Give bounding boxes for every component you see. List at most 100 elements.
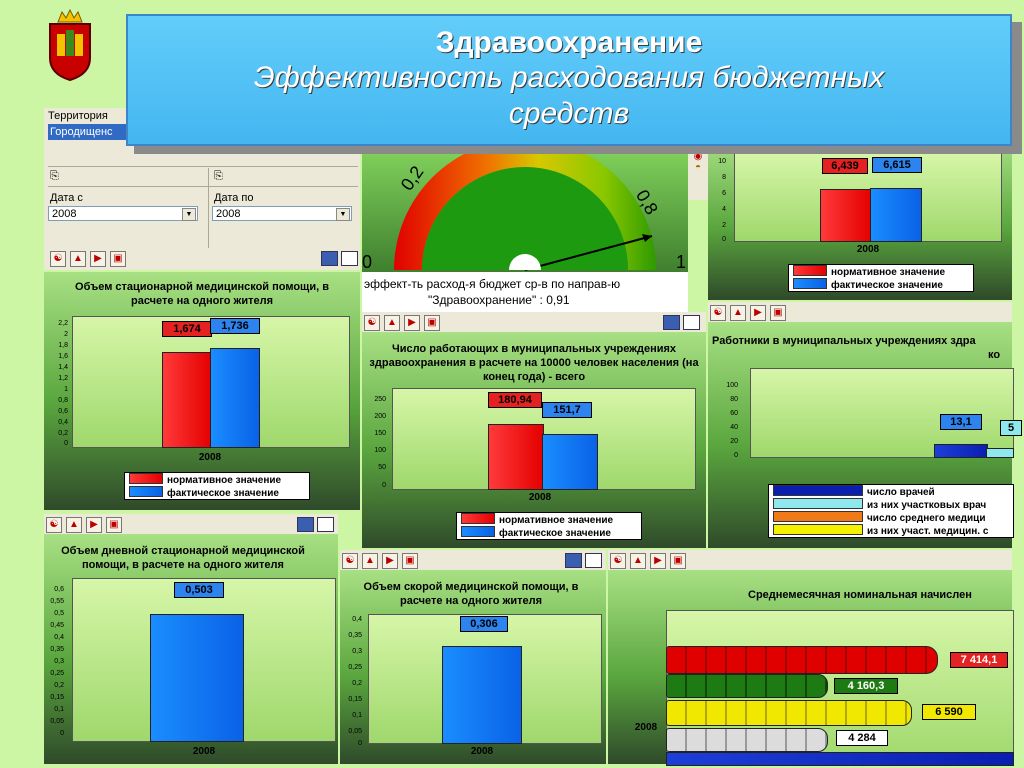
legend: нормативное значение фактическое значени… bbox=[124, 472, 310, 500]
value-label: 0,306 bbox=[460, 616, 508, 632]
salary-value-label: 6 590 bbox=[922, 704, 976, 720]
fact-value-label: 151,7 bbox=[542, 402, 592, 418]
chart-day-care: Объем дневной стационарной медицинской п… bbox=[44, 534, 338, 764]
y-tick: 0,4 bbox=[58, 419, 68, 426]
table-view-icon[interactable] bbox=[317, 517, 334, 532]
gear-icon[interactable]: ☯ bbox=[710, 305, 726, 321]
export-icon[interactable]: ▶ bbox=[650, 553, 666, 569]
filter-divider bbox=[48, 166, 358, 167]
date-from-label: Дата с bbox=[50, 192, 83, 204]
export-icon[interactable]: ▶ bbox=[90, 251, 106, 267]
gear-icon[interactable]: ☯ bbox=[610, 553, 626, 569]
y-tick: 8 bbox=[722, 174, 726, 181]
fact-bar bbox=[542, 434, 598, 490]
y-tick: 0,5 bbox=[54, 610, 64, 617]
x-label: 2008 bbox=[470, 746, 494, 757]
legend-swatch bbox=[129, 486, 163, 497]
gear-icon[interactable]: ☯ bbox=[46, 517, 62, 533]
y-label: 2008 bbox=[634, 722, 658, 733]
export-icon[interactable]: ▶ bbox=[382, 553, 398, 569]
salary-bar-blue bbox=[666, 752, 1014, 766]
gear-icon[interactable]: ☯ bbox=[342, 553, 358, 569]
y-tick: 2 bbox=[64, 331, 68, 338]
export-icon[interactable]: ▶ bbox=[86, 517, 102, 533]
legend-label: нормативное значение bbox=[167, 475, 282, 486]
value-bar bbox=[150, 614, 244, 742]
refresh-icon-2[interactable]: ⎘ bbox=[214, 170, 223, 182]
salary-value-label: 4 160,3 bbox=[834, 678, 898, 694]
date-to-select[interactable]: 2008 ▼ bbox=[212, 206, 352, 221]
chart-title: Число работающих в муниципальных учрежде… bbox=[369, 343, 699, 383]
chart-workers-count: Число работающих в муниципальных учрежде… bbox=[362, 332, 706, 548]
legend-item: из них участ. медицин. с bbox=[769, 524, 1013, 537]
legend-item-fact: фактическое значение bbox=[789, 278, 973, 291]
palette-icon[interactable]: ◓ bbox=[694, 162, 702, 173]
y-tick: 0,3 bbox=[352, 648, 362, 655]
legend-item-fact: фактическое значение bbox=[457, 526, 641, 539]
y-tick: 0,15 bbox=[348, 696, 362, 703]
date-from-select[interactable]: 2008 ▼ bbox=[48, 206, 198, 221]
chevron-down-icon[interactable]: ▼ bbox=[336, 208, 350, 221]
gauge-panel: 0 0,2 0,6 0,8 1 эффект-ть расход-я бюдже… bbox=[362, 140, 688, 312]
save-icon[interactable]: ▣ bbox=[106, 517, 122, 533]
export-icon[interactable]: ▶ bbox=[750, 305, 766, 321]
print-icon[interactable]: ▲ bbox=[730, 305, 746, 321]
y-tick: 0,15 bbox=[50, 694, 64, 701]
print-icon[interactable]: ▲ bbox=[70, 251, 86, 267]
y-tick: 0,25 bbox=[348, 664, 362, 671]
y-tick: 0,2 bbox=[54, 682, 64, 689]
y-tick: 6 bbox=[722, 190, 726, 197]
norm-value-label: 6,439 bbox=[822, 158, 868, 174]
y-tick: 1,6 bbox=[58, 353, 68, 360]
table-view-icon[interactable] bbox=[341, 251, 358, 266]
save-icon[interactable]: ▣ bbox=[110, 251, 126, 267]
legend-label: из них участ. медицин. с bbox=[867, 526, 989, 537]
chart-view-icon[interactable] bbox=[321, 251, 338, 266]
legend-swatch bbox=[129, 473, 163, 484]
print-icon[interactable]: ▲ bbox=[630, 553, 646, 569]
table-view-icon[interactable] bbox=[683, 315, 700, 330]
chart-view-icon[interactable] bbox=[297, 517, 314, 532]
y-tick: 0,35 bbox=[50, 646, 64, 653]
y-tick: 0 bbox=[60, 730, 64, 737]
chart-workers: Работники в муниципальных учреждениях зд… bbox=[708, 322, 1022, 548]
gear-icon[interactable]: ☯ bbox=[50, 251, 66, 267]
stop-icon[interactable]: ◉ bbox=[693, 151, 703, 162]
legend-item: число врачей bbox=[769, 485, 1013, 498]
print-icon[interactable]: ▲ bbox=[384, 315, 400, 331]
legend-label: число среднего медици bbox=[867, 513, 986, 524]
chart-title: Объем скорой медицинской помощи, в расче… bbox=[363, 581, 579, 607]
y-tick: 100 bbox=[374, 447, 386, 454]
territory-selected-item[interactable]: Городищенс bbox=[50, 126, 113, 138]
table-view-icon[interactable] bbox=[585, 553, 602, 568]
salary-bar-green bbox=[666, 674, 828, 698]
print-icon[interactable]: ▲ bbox=[362, 553, 378, 569]
salary-bar-yellow bbox=[666, 700, 912, 726]
y-tick: 200 bbox=[374, 413, 386, 420]
chart-view-icon[interactable] bbox=[565, 553, 582, 568]
y-tick: 0 bbox=[722, 236, 726, 243]
filter-divider-2 bbox=[48, 186, 358, 187]
save-icon[interactable]: ▣ bbox=[670, 553, 686, 569]
fact-value-label: 6,615 bbox=[872, 157, 922, 173]
gauge-needle bbox=[524, 235, 653, 271]
y-tick: 250 bbox=[374, 396, 386, 403]
chart-view-icon[interactable] bbox=[663, 315, 680, 330]
chevron-down-icon[interactable]: ▼ bbox=[182, 208, 196, 221]
legend-swatch bbox=[773, 498, 863, 509]
refresh-icon[interactable]: ⎘ bbox=[50, 170, 59, 182]
export-icon[interactable]: ▶ bbox=[404, 315, 420, 331]
save-icon[interactable]: ▣ bbox=[770, 305, 786, 321]
territory-list[interactable]: Городищенс bbox=[48, 124, 134, 140]
panel-toolbar: ☯ ▲ ▶ ▣ bbox=[48, 248, 358, 268]
x-label: 2008 bbox=[198, 452, 222, 463]
page-subtitle-line2: средств bbox=[508, 97, 630, 130]
district-doctors-value-label: 5 bbox=[1000, 420, 1022, 436]
header-banner: Здравоохранение Эффективность расходован… bbox=[126, 14, 1012, 146]
save-icon[interactable]: ▣ bbox=[402, 553, 418, 569]
print-icon[interactable]: ▲ bbox=[66, 517, 82, 533]
gear-icon[interactable]: ☯ bbox=[364, 315, 380, 331]
y-tick: 1,4 bbox=[58, 364, 68, 371]
save-icon[interactable]: ▣ bbox=[424, 315, 440, 331]
fact-value-label: 1,736 bbox=[210, 318, 260, 334]
